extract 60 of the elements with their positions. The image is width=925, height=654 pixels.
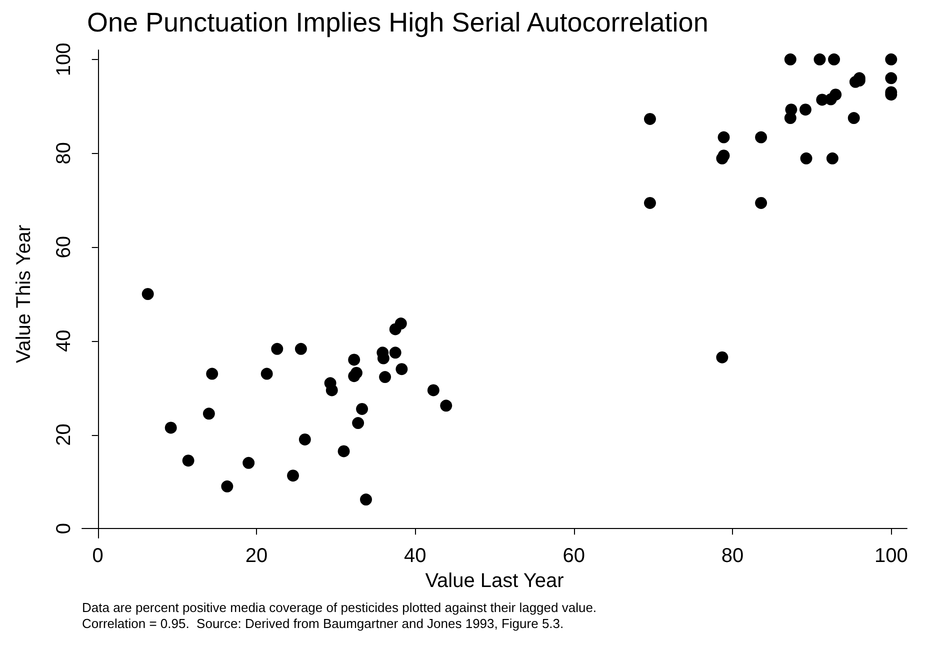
point — [326, 384, 338, 396]
point — [356, 402, 368, 415]
point — [718, 131, 730, 144]
point — [830, 88, 842, 101]
point — [338, 445, 350, 458]
x-tick-label: 100 — [874, 545, 908, 567]
point — [394, 318, 407, 330]
point — [271, 342, 284, 355]
text: Correlation = 0.95. Source: Derived from Baumgartner and Jones 1993, Figure 5.3. — [82, 616, 565, 632]
y-tick-label: 0 — [53, 523, 75, 534]
point — [828, 53, 840, 66]
point — [360, 494, 372, 506]
point — [800, 152, 812, 164]
y-tick-label: 40 — [53, 330, 75, 352]
point — [298, 433, 311, 446]
point — [182, 454, 194, 467]
point — [784, 112, 796, 124]
x-axis-title: Value Last Year — [425, 570, 564, 592]
point — [427, 384, 440, 396]
x-tick-label: 80 — [721, 545, 744, 567]
x-tick-label: 0 — [92, 545, 104, 567]
point — [755, 131, 768, 144]
point — [352, 417, 364, 430]
x-tick-label: 20 — [245, 545, 268, 567]
point — [164, 422, 177, 434]
y-tick-label: 20 — [53, 424, 75, 446]
point — [389, 346, 402, 359]
point — [294, 342, 307, 355]
chart-title: One Punctuation Implies High Serial Autocorrelation — [87, 8, 708, 38]
point — [287, 470, 300, 482]
text: Data are percent positive media coverage of pesticides plotted against their lagged value. — [82, 600, 598, 616]
point — [848, 112, 860, 124]
point — [396, 363, 408, 376]
point — [142, 288, 154, 300]
point — [718, 150, 730, 162]
point — [202, 408, 215, 420]
point — [221, 480, 234, 492]
y-tick-label: 80 — [53, 142, 75, 164]
point — [716, 351, 728, 364]
point — [885, 72, 898, 84]
point — [826, 152, 838, 164]
point — [206, 368, 218, 380]
y-tick-label: 100 — [53, 42, 75, 76]
y-tick-label: 60 — [53, 236, 75, 258]
point — [644, 196, 656, 209]
x-tick-label: 40 — [404, 545, 426, 567]
point — [260, 368, 273, 380]
point — [799, 104, 812, 116]
y-axis-title: Value This Year — [13, 224, 35, 364]
point — [885, 53, 898, 66]
point — [784, 53, 796, 66]
point — [348, 354, 360, 366]
point — [644, 112, 656, 125]
point — [242, 456, 255, 469]
point — [350, 366, 362, 379]
point — [755, 196, 768, 209]
point — [379, 371, 392, 384]
x-tick-label: 60 — [562, 545, 585, 567]
point — [440, 400, 452, 412]
point — [814, 53, 826, 66]
